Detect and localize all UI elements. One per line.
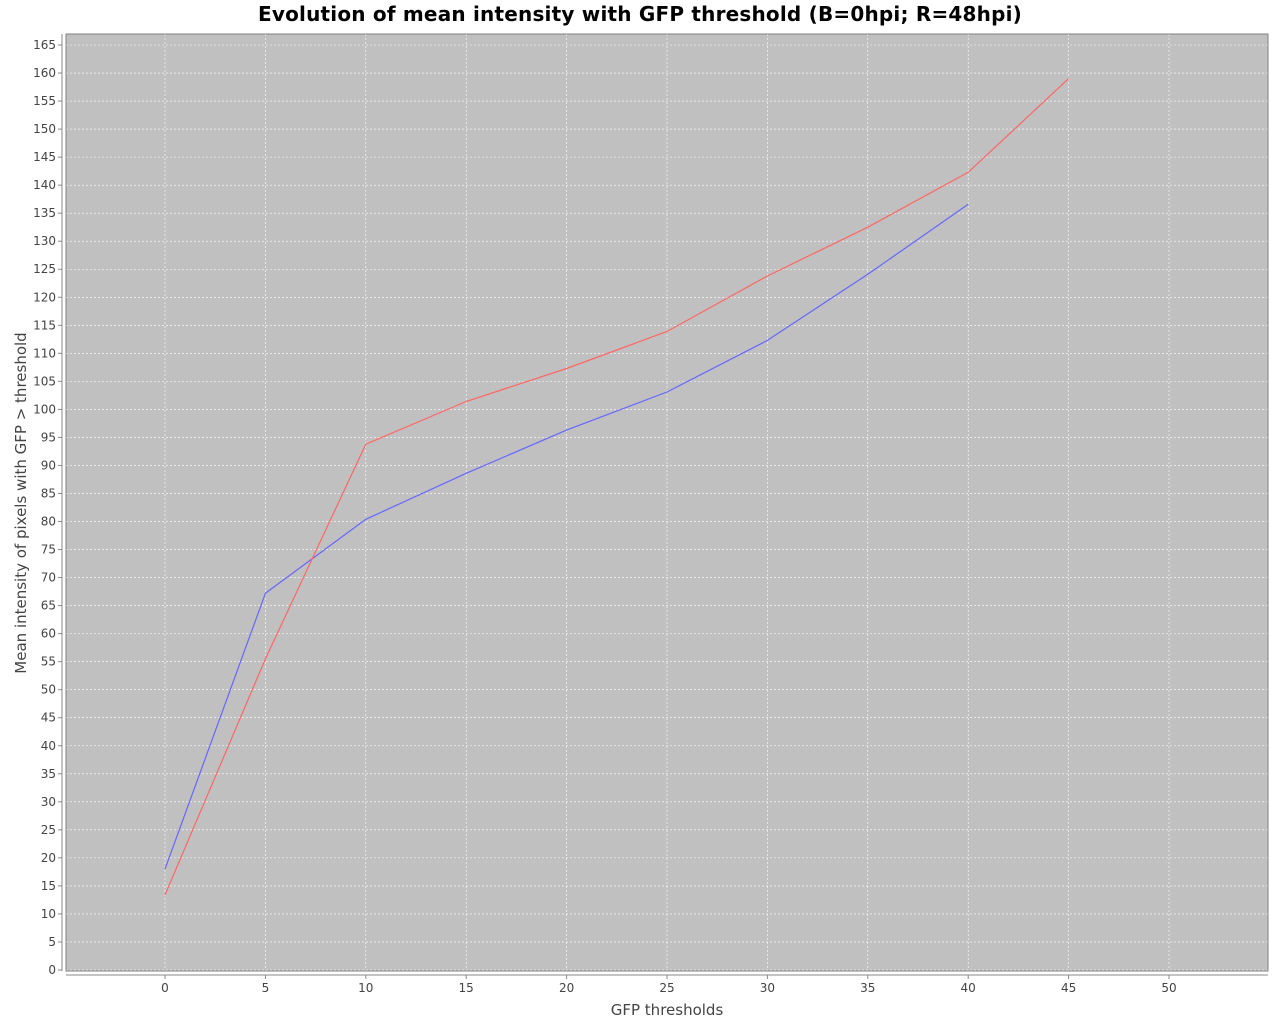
y-tick-label: 95 xyxy=(41,430,56,444)
series-lines xyxy=(164,78,1070,896)
y-tick-label: 65 xyxy=(41,599,56,613)
y-tick-label: 35 xyxy=(41,767,56,781)
x-tick-label: 45 xyxy=(1061,981,1076,995)
y-tick-label: 165 xyxy=(33,38,56,52)
y-tick-label: 25 xyxy=(41,823,56,837)
x-tick-label: 20 xyxy=(559,981,574,995)
y-tick-label: 160 xyxy=(33,66,56,80)
y-tick-label: 130 xyxy=(33,234,56,248)
y-tick-label: 145 xyxy=(33,150,56,164)
y-tick-label: 70 xyxy=(41,571,56,585)
y-tick-label: 105 xyxy=(33,374,56,388)
y-tick-label: 155 xyxy=(33,94,56,108)
y-tick-label: 125 xyxy=(33,262,56,276)
y-tick-label: 40 xyxy=(41,739,56,753)
x-axis-title: GFP thresholds xyxy=(611,1001,724,1019)
y-tick-label: 30 xyxy=(41,795,56,809)
y-tick-label: 140 xyxy=(33,178,56,192)
y-axis-title: Mean intensity of pixels with GFP > thre… xyxy=(12,332,30,673)
y-tick-label: 60 xyxy=(41,627,56,641)
x-tick-label: 35 xyxy=(860,981,875,995)
gridlines xyxy=(66,34,1268,971)
y-tick-label: 115 xyxy=(33,318,56,332)
y-tick-label: 20 xyxy=(41,851,56,865)
series-line-1 xyxy=(164,203,969,870)
y-tick-label: 135 xyxy=(33,206,56,220)
y-tick-label: 5 xyxy=(48,935,56,949)
y-tick-label: 100 xyxy=(33,402,56,416)
x-tick-label: 40 xyxy=(961,981,976,995)
x-tick-label: 15 xyxy=(459,981,474,995)
chart-title: Evolution of mean intensity with GFP thr… xyxy=(258,2,1022,26)
y-tick-label: 75 xyxy=(41,543,56,557)
y-tick-label: 80 xyxy=(41,515,56,529)
y-tick-label: 45 xyxy=(41,711,56,725)
y-tick-label: 55 xyxy=(41,655,56,669)
y-tick-label: 120 xyxy=(33,290,56,304)
x-tick-label: 0 xyxy=(161,981,169,995)
series-line-2 xyxy=(164,78,1070,896)
x-tick-label: 25 xyxy=(659,981,674,995)
y-ticks: 0 5 10 15 20 25 30 35 40 45 50 55 60 65 70 75 80 85 90 95 10… xyxy=(33,38,62,977)
x-tick-label: 10 xyxy=(358,981,373,995)
y-tick-label: 0 xyxy=(48,963,56,977)
y-tick-label: 15 xyxy=(41,879,56,893)
y-tick-label: 90 xyxy=(41,458,56,472)
x-tick-label: 50 xyxy=(1161,981,1176,995)
plot-border xyxy=(65,33,1269,972)
y-tick-label: 50 xyxy=(41,683,56,697)
y-tick-label: 150 xyxy=(33,122,56,136)
y-tick-label: 85 xyxy=(41,486,56,500)
x-tick-label: 5 xyxy=(262,981,270,995)
y-tick-label: 10 xyxy=(41,907,56,921)
x-ticks: 0 5 10 15 20 25 30 35 40 45 50 xyxy=(161,975,1177,995)
x-tick-label: 30 xyxy=(760,981,775,995)
y-tick-label: 110 xyxy=(33,346,56,360)
